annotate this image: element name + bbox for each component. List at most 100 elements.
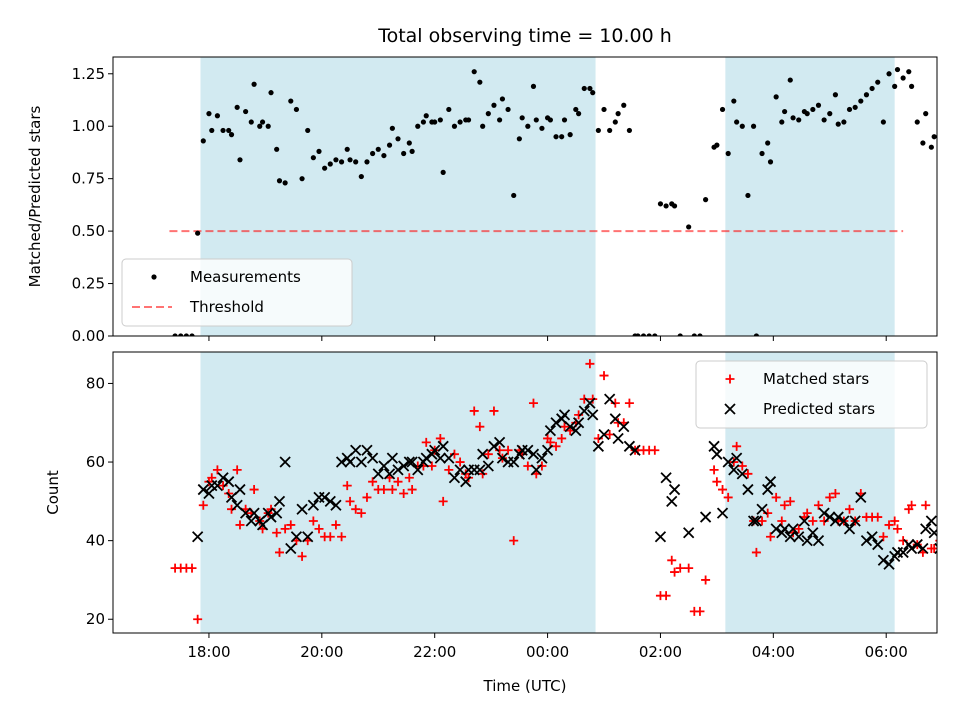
predicted-star-point (843, 523, 856, 535)
predicted-star-point (920, 523, 932, 535)
measurement-point (949, 147, 954, 152)
measurement-point (375, 146, 381, 152)
predicted-star-point (716, 507, 729, 519)
predicted-star-point (564, 421, 576, 433)
legend-matched-marker (725, 374, 735, 384)
predicted-star-point (668, 483, 681, 496)
matched-star-point (884, 520, 894, 530)
matched-star-point (751, 547, 761, 557)
observing-window-shade (200, 352, 596, 633)
predicted-star-point (361, 444, 373, 456)
measurement-point (293, 106, 300, 113)
measurement-point (406, 140, 412, 146)
measurement-point (519, 115, 525, 121)
measurement-point (576, 111, 582, 117)
predicted-star-point (335, 456, 348, 468)
legend-predicted-marker (724, 403, 736, 415)
measurement-point (697, 333, 703, 336)
predicted-star-point (344, 456, 356, 468)
predicted-star-point (928, 527, 937, 539)
measurement-point (358, 173, 364, 180)
matched-star-point (232, 465, 242, 475)
matched-star-point (579, 394, 589, 404)
predicted-star-point (460, 476, 472, 488)
predicted-star-point (558, 409, 571, 421)
matched-star-point (825, 492, 835, 502)
measurement-point (714, 142, 720, 148)
predicted-star-point (604, 393, 616, 405)
measurement-point (499, 96, 506, 102)
measurement-point (869, 85, 875, 92)
predicted-star-point (762, 483, 774, 496)
predicted-star-point (784, 531, 796, 543)
bottom-panel: 20 40 60 80 18:00 20:00 22:00 00:00 02:00 04:00 06… (44, 351, 960, 661)
measurement-point (790, 115, 796, 121)
matched-star-point (509, 536, 519, 546)
predicted-star-point (750, 515, 763, 527)
measurement-point (626, 127, 633, 134)
predicted-star-point (482, 460, 494, 472)
matched-star-point (952, 595, 960, 604)
predicted-star-point (223, 476, 235, 488)
predicted-star-point (728, 464, 740, 476)
plot-area (169, 66, 954, 336)
predicted-star-point (448, 472, 461, 484)
predicted-star-point (508, 456, 520, 468)
predicted-star-point (849, 515, 861, 527)
measurement-point (587, 85, 593, 92)
measurement-point (573, 106, 579, 113)
measurement-point (172, 333, 178, 336)
measurement-point (894, 66, 901, 73)
predicted-star-point (572, 417, 585, 429)
measurement-point (923, 111, 929, 117)
predicted-star-point (756, 503, 768, 515)
y-tick-label: 0.25 (72, 275, 105, 293)
y-tick-label: 0.75 (72, 170, 105, 188)
measurement-point (268, 90, 274, 96)
measurement-point (451, 123, 458, 129)
axes-frame (112, 351, 938, 634)
top-panel: 0.00 0.25 0.50 0.75 1.00 1.25 Matched/Predicte… (26, 56, 954, 345)
measurement-point (491, 102, 497, 108)
measurement-point (471, 69, 477, 75)
measurement-point (719, 106, 726, 113)
predicted-star-point (801, 535, 813, 547)
predicted-star-point (629, 444, 641, 456)
matched-star-point (780, 500, 790, 510)
matched-star-point (650, 445, 660, 455)
predicted-star-point (925, 515, 937, 527)
measurement-point (511, 192, 517, 199)
matched-star-point (661, 591, 671, 601)
matched-star-point (345, 496, 355, 506)
predicted-star-point (477, 448, 489, 460)
matched-star-point (873, 512, 883, 522)
measurement-point (595, 127, 601, 134)
matched-star-point (667, 555, 677, 565)
measurement-point (928, 144, 934, 150)
measurement-point (677, 333, 683, 336)
measurement-point (773, 94, 779, 100)
predicted-star-point (742, 483, 754, 496)
predicted-star-point (383, 468, 396, 480)
predicted-star-point (598, 428, 610, 441)
predicted-star-point (437, 440, 449, 452)
predicted-star-point (592, 440, 605, 452)
measurement-point (937, 115, 942, 120)
measurement-point (259, 119, 266, 125)
matched-star-point (438, 496, 448, 506)
measurement-point (516, 136, 522, 142)
y-axis-label: Count (44, 470, 62, 515)
measurement-point (858, 98, 864, 104)
matched-star-point (624, 398, 634, 408)
predicted-star-point (474, 464, 486, 476)
measurement-point (875, 79, 881, 85)
predicted-star-point (824, 511, 836, 523)
matched-star-point (718, 485, 728, 495)
matched-star-point (560, 422, 570, 432)
plot-area (170, 359, 960, 624)
matched-star-point (574, 410, 584, 420)
measurement-point (943, 119, 948, 124)
measurement-point (288, 98, 294, 104)
measurement-point (497, 117, 503, 123)
predicted-star-point (946, 555, 956, 565)
